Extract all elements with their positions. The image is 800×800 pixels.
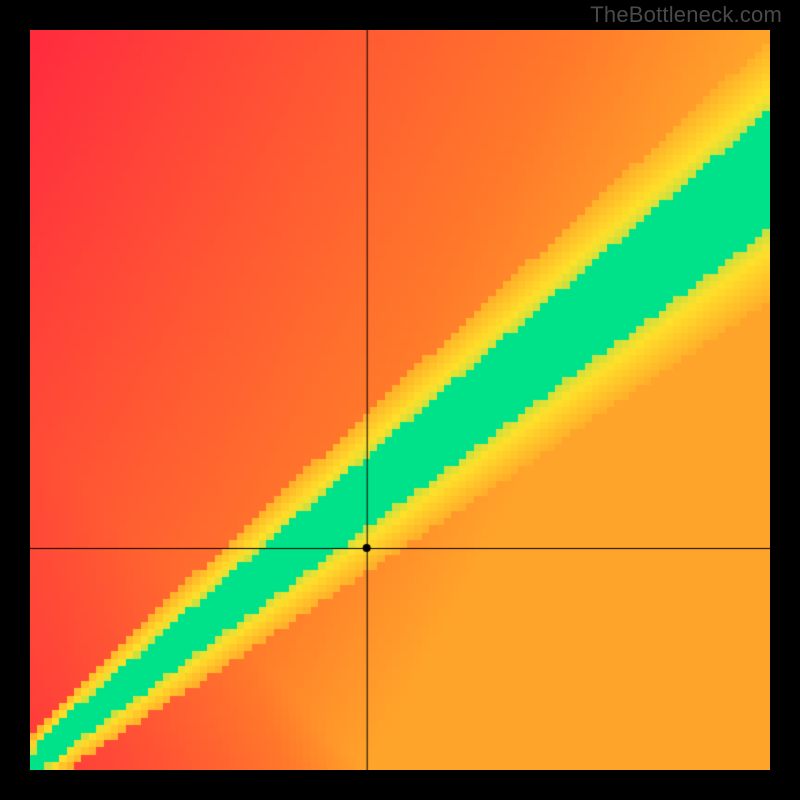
heatmap-canvas — [30, 30, 770, 770]
plot-area — [30, 30, 770, 770]
chart-container: TheBottleneck.com — [0, 0, 800, 800]
watermark-label: TheBottleneck.com — [590, 2, 782, 28]
